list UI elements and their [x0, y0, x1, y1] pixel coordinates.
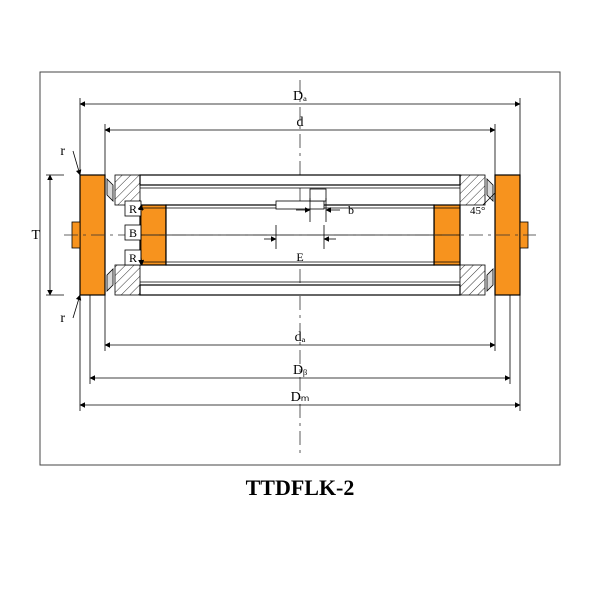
svg-text:d: d: [297, 115, 304, 130]
svg-text:b: b: [348, 203, 354, 217]
svg-text:Dₘ: Dₘ: [291, 390, 310, 405]
svg-text:Dₐ: Dₐ: [293, 89, 307, 104]
svg-text:R: R: [129, 251, 137, 265]
svg-text:dₐ: dₐ: [295, 330, 306, 345]
svg-text:r: r: [60, 311, 65, 326]
svg-text:R: R: [129, 202, 137, 216]
diagram-title: TTDFLK-2: [246, 475, 355, 500]
svg-text:r: r: [60, 144, 65, 159]
svg-text:45°: 45°: [470, 205, 485, 217]
svg-text:Dᵦ: Dᵦ: [293, 363, 307, 378]
svg-text:E: E: [296, 250, 303, 264]
svg-text:T: T: [31, 228, 40, 243]
svg-text:B: B: [129, 226, 137, 240]
